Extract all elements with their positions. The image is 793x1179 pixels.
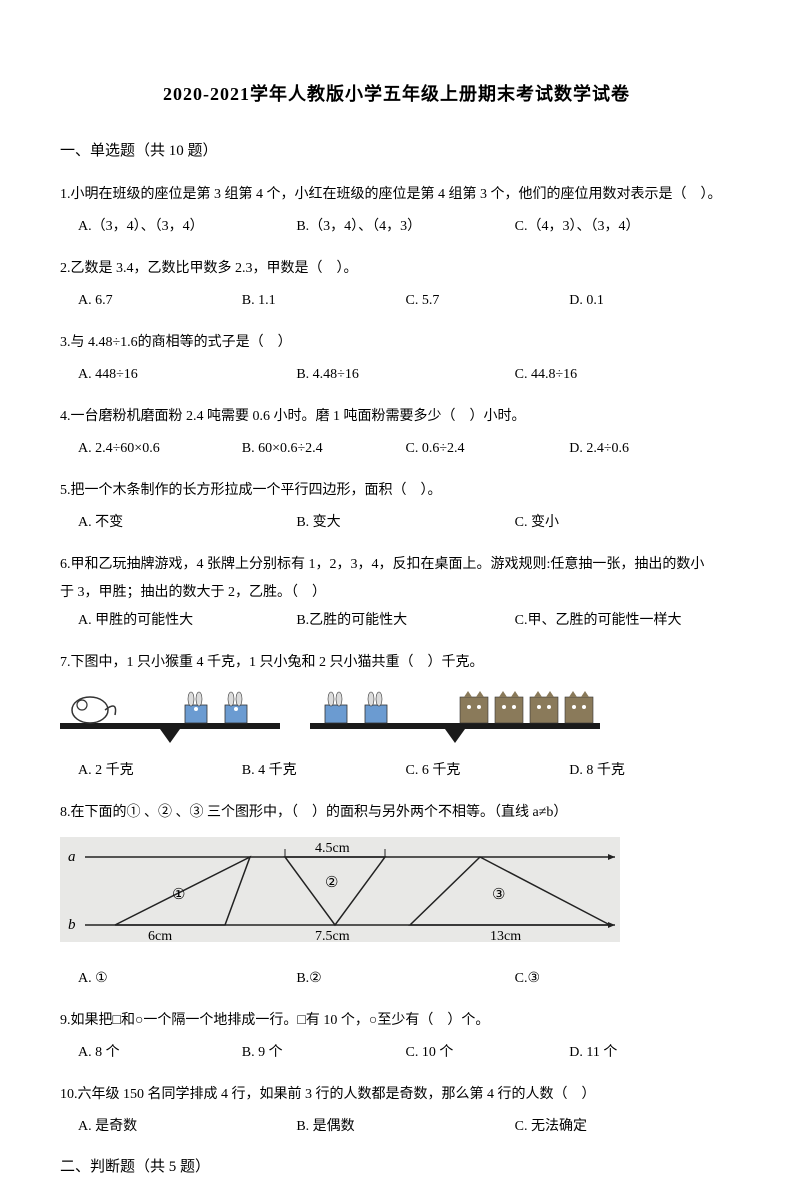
q2-opt-d: D. 0.1 [569, 287, 733, 315]
q2-opt-c: C. 5.7 [406, 287, 570, 315]
question-4: 4.一台磨粉机磨面粉 2.4 吨需要 0.6 小时。磨 1 吨面粉需要多少（ ）… [60, 403, 733, 463]
q4-opt-d: D. 2.4÷0.6 [569, 435, 733, 463]
q1-text: 1.小明在班级的座位是第 3 组第 4 个，小红在班级的座位是第 4 组第 3 … [60, 181, 733, 209]
svg-text:4.5cm: 4.5cm [315, 841, 350, 856]
svg-text:6cm: 6cm [148, 929, 172, 942]
svg-text:②: ② [325, 875, 338, 891]
q9-opt-b: B. 9 个 [242, 1039, 406, 1067]
q6-opt-a: A. 甲胜的可能性大 [78, 607, 296, 635]
q5-opt-a: A. 不变 [78, 509, 296, 537]
q6-text2: 于 3，甲胜；抽出的数大于 2，乙胜。（ ） [60, 585, 326, 600]
q2-opt-a: A. 6.7 [78, 287, 242, 315]
q1-opt-c: C.（4，3）、（3，4） [515, 213, 733, 241]
q2-opt-b: B. 1.1 [242, 287, 406, 315]
q2-text: 2.乙数是 3.4，乙数比甲数多 2.3，甲数是（ ）。 [60, 255, 733, 283]
q3-opt-b: B. 4.48÷16 [296, 361, 514, 389]
svg-text:③: ③ [492, 887, 505, 903]
q3-text: 3.与 4.48÷1.6的商相等的式子是（ ） [60, 329, 733, 357]
q6-text1: 6.甲和乙玩抽牌游戏，4 张牌上分别标有 1，2，3，4，反扣在桌面上。游戏规则… [60, 557, 704, 572]
svg-text:①: ① [172, 887, 185, 903]
section1-header: 一、单选题（共 10 题） [60, 139, 733, 163]
q9-opt-c: C. 10 个 [406, 1039, 570, 1067]
q10-opt-a: A. 是奇数 [78, 1113, 296, 1141]
question-10: 10.六年级 150 名同学排成 4 行，如果前 3 行的人数都是奇数，那么第 … [60, 1081, 733, 1141]
q5-opt-b: B. 变大 [296, 509, 514, 537]
q8-text: 8.在下面的① 、② 、③ 三个图形中，（ ）的面积与另外两个不相等。（直线 a… [60, 799, 733, 827]
q10-opt-b: B. 是偶数 [296, 1113, 514, 1141]
q4-text: 4.一台磨粉机磨面粉 2.4 吨需要 0.6 小时。磨 1 吨面粉需要多少（ ）… [60, 403, 733, 431]
svg-text:7.5cm: 7.5cm [315, 929, 350, 942]
q3-opt-c: C. 44.8÷16 [515, 361, 733, 389]
q9-opt-a: A. 8 个 [78, 1039, 242, 1067]
question-7: 7.下图中，1 只小猴重 4 千克，1 只小兔和 2 只小猫共重（ ）千克。 [60, 649, 733, 785]
q8-figure: a b 4.5cm ① 6cm ② 7.5cm ③ 13cm [60, 837, 733, 953]
q4-opt-a: A. 2.4÷60×0.6 [78, 435, 242, 463]
q9-opt-d: D. 11 个 [569, 1039, 733, 1067]
q10-opt-c: C. 无法确定 [515, 1113, 733, 1141]
question-9: 9.如果把□和○一个隔一个地排成一行。□有 10 个，○至少有（ ）个。 A. … [60, 1007, 733, 1067]
q6-opt-c: C.甲、乙胜的可能性一样大 [515, 607, 733, 635]
q8-opt-c: C.③ [515, 965, 733, 993]
q8-opt-a: A. ① [78, 965, 296, 993]
q7-figure [60, 685, 733, 745]
question-1: 1.小明在班级的座位是第 3 组第 4 个，小红在班级的座位是第 4 组第 3 … [60, 181, 733, 241]
question-6: 6.甲和乙玩抽牌游戏，4 张牌上分别标有 1，2，3，4，反扣在桌面上。游戏规则… [60, 551, 733, 635]
q3-opt-a: A. 448÷16 [78, 361, 296, 389]
q5-text: 5.把一个木条制作的长方形拉成一个平行四边形，面积（ ）。 [60, 477, 733, 505]
scale-left-icon [60, 685, 280, 745]
q10-text: 10.六年级 150 名同学排成 4 行，如果前 3 行的人数都是奇数，那么第 … [60, 1081, 733, 1109]
section2-header: 二、判断题（共 5 题） [60, 1155, 733, 1179]
page-title: 2020-2021学年人教版小学五年级上册期末考试数学试卷 [60, 80, 733, 109]
q9-text: 9.如果把□和○一个隔一个地排成一行。□有 10 个，○至少有（ ）个。 [60, 1007, 733, 1035]
svg-text:a: a [68, 849, 76, 865]
scale-right-icon [310, 685, 600, 745]
question-3: 3.与 4.48÷1.6的商相等的式子是（ ） A. 448÷16 B. 4.4… [60, 329, 733, 389]
question-8: 8.在下面的① 、② 、③ 三个图形中，（ ）的面积与另外两个不相等。（直线 a… [60, 799, 733, 993]
q4-opt-b: B. 60×0.6÷2.4 [242, 435, 406, 463]
q7-opt-c: C. 6 千克 [406, 757, 570, 785]
q1-opt-a: A.（3，4）、（3，4） [78, 213, 296, 241]
svg-text:13cm: 13cm [490, 929, 521, 942]
q7-opt-a: A. 2 千克 [78, 757, 242, 785]
q5-opt-c: C. 变小 [515, 509, 733, 537]
q7-opt-d: D. 8 千克 [569, 757, 733, 785]
q7-opt-b: B. 4 千克 [242, 757, 406, 785]
q4-opt-c: C. 0.6÷2.4 [406, 435, 570, 463]
question-2: 2.乙数是 3.4，乙数比甲数多 2.3，甲数是（ ）。 A. 6.7 B. 1… [60, 255, 733, 315]
q1-opt-b: B.（3，4）、（4，3） [296, 213, 514, 241]
q6-opt-b: B.乙胜的可能性大 [296, 607, 514, 635]
question-5: 5.把一个木条制作的长方形拉成一个平行四边形，面积（ ）。 A. 不变 B. 变… [60, 477, 733, 537]
svg-text:b: b [68, 917, 76, 933]
q7-text: 7.下图中，1 只小猴重 4 千克，1 只小兔和 2 只小猫共重（ ）千克。 [60, 649, 733, 677]
q8-opt-b: B.② [296, 965, 514, 993]
